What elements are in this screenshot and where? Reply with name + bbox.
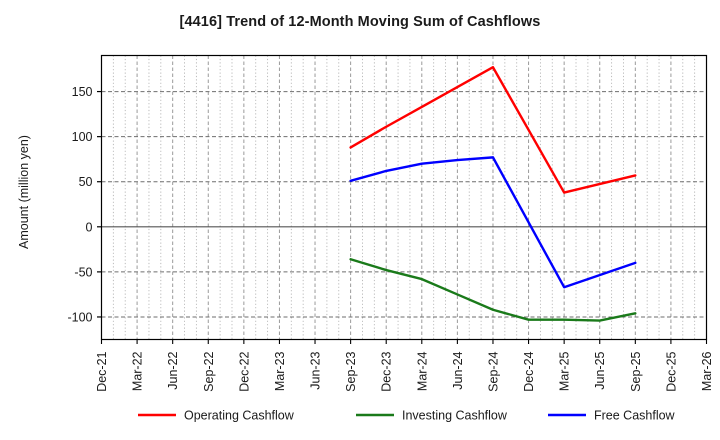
svg-text:0: 0	[86, 220, 93, 234]
x-tick-labels: Dec-21 Mar-22 Jun-22 Sep-22 Dec-22 Mar-23 Jun-…	[95, 339, 714, 392]
svg-text:Dec-22: Dec-22	[237, 351, 251, 391]
svg-text:-50: -50	[74, 265, 92, 279]
svg-text:Mar-25: Mar-25	[558, 351, 572, 391]
vertical-major-gridlines	[101, 55, 707, 340]
vertical-minor-gridlines	[112, 55, 696, 340]
svg-text:Jun-22: Jun-22	[166, 351, 180, 389]
chart-title: [4416] Trend of 12-Month Moving Sum of C…	[179, 14, 541, 30]
svg-text:Dec-23: Dec-23	[380, 351, 394, 391]
horizontal-gridlines	[101, 91, 707, 318]
svg-text:150: 150	[72, 85, 93, 99]
svg-text:Mar-22: Mar-22	[131, 351, 145, 391]
svg-text:Mar-23: Mar-23	[273, 351, 287, 391]
svg-text:Dec-25: Dec-25	[664, 351, 678, 391]
svg-text:-100: -100	[67, 310, 92, 324]
svg-text:Jun-25: Jun-25	[593, 351, 607, 389]
data-series	[349, 66, 637, 322]
legend-label-0: Operating Cashflow	[184, 409, 295, 423]
svg-text:Sep-23: Sep-23	[344, 351, 358, 391]
chart-legend: Operating Cashflow Investing Cashflow Free…	[138, 409, 676, 423]
svg-text:Mar-24: Mar-24	[415, 351, 429, 391]
y-tick-labels: -100 -50 0 50 100 150	[67, 85, 92, 324]
svg-text:Mar-26: Mar-26	[700, 351, 714, 391]
legend-label-1: Investing Cashflow	[402, 409, 508, 423]
svg-text:Sep-22: Sep-22	[202, 351, 216, 391]
svg-text:50: 50	[79, 175, 93, 189]
series-line-investing-cashflow	[349, 258, 637, 322]
svg-text:Jun-23: Jun-23	[309, 351, 323, 389]
svg-text:Dec-24: Dec-24	[522, 351, 536, 391]
y-tick-marks	[97, 90, 102, 318]
svg-text:Dec-21: Dec-21	[95, 351, 109, 391]
series-line-free-cashflow	[349, 156, 637, 289]
svg-text:100: 100	[72, 130, 93, 144]
svg-text:Sep-24: Sep-24	[486, 351, 500, 391]
series-line-operating-cashflow	[349, 66, 637, 194]
svg-text:Jun-24: Jun-24	[451, 351, 465, 389]
legend-label-2: Free Cashflow	[594, 409, 676, 423]
svg-text:Sep-25: Sep-25	[629, 351, 643, 391]
plot-frame	[100, 54, 708, 341]
